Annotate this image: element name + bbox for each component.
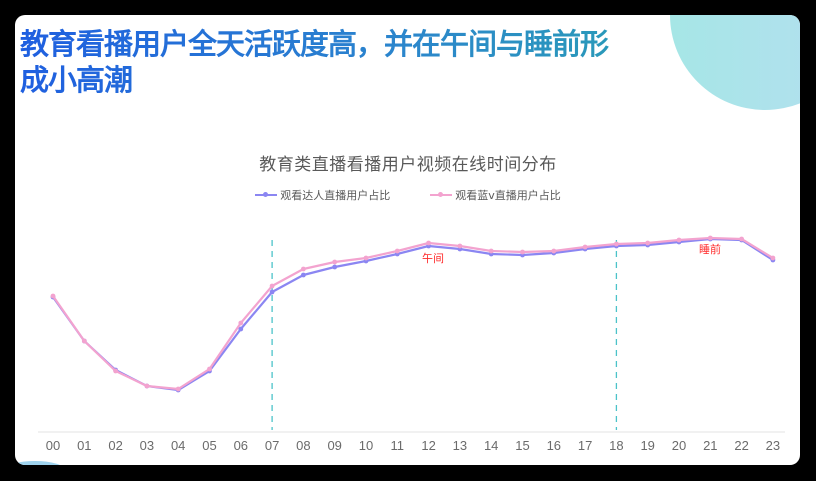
x-tick-label: 06: [234, 438, 248, 453]
data-point: [332, 259, 338, 265]
x-tick-label: 23: [766, 438, 780, 453]
x-tick-label: 16: [547, 438, 561, 453]
data-point: [144, 383, 150, 389]
x-tick-label: 15: [515, 438, 529, 453]
x-tick-label: 14: [484, 438, 498, 453]
x-tick-label: 10: [359, 438, 373, 453]
data-point: [614, 241, 619, 247]
x-tick-label: 20: [672, 438, 686, 453]
data-point: [457, 243, 463, 249]
legend-label: 观看蓝v直播用户占比: [455, 189, 561, 202]
x-tick-label: 13: [453, 438, 467, 453]
data-point: [238, 320, 244, 326]
data-point: [645, 240, 651, 246]
data-point: [582, 244, 588, 250]
x-tick-label: 11: [391, 438, 405, 453]
x-tick-label: 12: [421, 438, 435, 453]
legend-item-daren: 观看达人直播用户占比: [255, 187, 390, 203]
reference-lines: [271, 240, 618, 430]
data-point: [207, 366, 212, 372]
x-tick-label: 09: [327, 438, 341, 453]
legend-label: 观看达人直播用户占比: [280, 189, 391, 202]
chart-legend: 观看达人直播用户占比 观看蓝v直播用户占比: [0, 187, 816, 203]
data-point: [770, 255, 776, 261]
data-point: [488, 248, 494, 254]
data-point: [301, 266, 306, 272]
data-point: [301, 272, 306, 278]
x-tick-label: 02: [108, 438, 122, 453]
data-point: [551, 248, 557, 254]
data-point: [426, 240, 431, 246]
data-point: [739, 236, 744, 242]
x-tick-label: 19: [640, 438, 654, 453]
data-point: [175, 386, 181, 392]
annotation-label: 睡前: [699, 242, 721, 256]
annotation-label: 午间: [422, 252, 444, 265]
x-tick-label: 21: [703, 438, 717, 453]
x-tick-label: 18: [609, 438, 623, 453]
x-tick-label: 01: [77, 438, 91, 453]
series-line-1: [52, 236, 774, 391]
data-point: [269, 289, 275, 295]
data-point: [676, 237, 682, 243]
x-tick-label: 17: [578, 438, 592, 453]
legend-swatch-icon: [255, 192, 278, 197]
x-tick-label: 22: [734, 438, 748, 453]
x-tick-label: 07: [265, 438, 279, 453]
data-point: [113, 368, 118, 374]
series-lines: [50, 235, 776, 393]
x-axis-ticks: 00 01 02 03 04 05 06 07 08 09 10 11 12 13 14 15 16 17 18 19…: [46, 438, 780, 453]
data-point: [50, 293, 56, 299]
data-point: [238, 326, 244, 332]
annotations: 午间 睡前: [422, 242, 721, 265]
series-line-0: [52, 237, 774, 392]
x-tick-label: 04: [171, 438, 185, 453]
data-point: [81, 338, 87, 344]
x-tick-label: 03: [140, 438, 154, 453]
data-point: [363, 255, 369, 261]
x-tick-label: 08: [296, 438, 310, 453]
legend-item-bluev: 观看蓝v直播用户占比: [430, 187, 561, 203]
chart-title: 教育类直播看播用户视频在线时间分布: [259, 155, 557, 175]
data-point: [269, 283, 275, 289]
x-tick-label: 00: [46, 438, 60, 453]
decorative-shape: [15, 461, 65, 465]
x-tick-label: 05: [202, 438, 216, 453]
data-point: [332, 264, 338, 270]
legend-swatch-icon: [430, 192, 453, 197]
data-point: [707, 235, 713, 241]
data-point: [394, 248, 400, 254]
data-point: [520, 249, 525, 255]
